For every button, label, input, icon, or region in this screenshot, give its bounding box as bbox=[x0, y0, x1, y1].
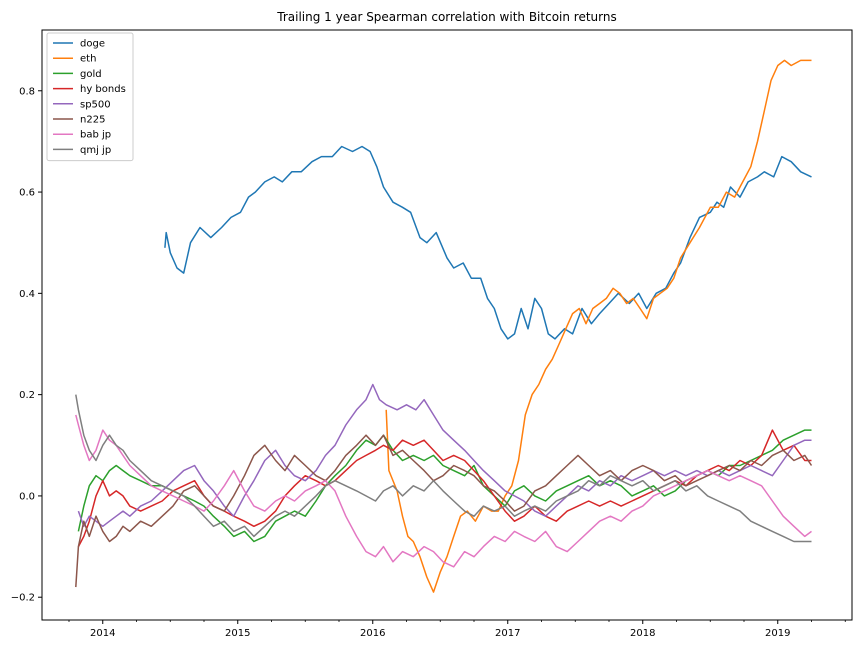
y-tick-label: 0.8 bbox=[19, 86, 35, 97]
legend: doge eth gold hy bonds sp500 n225 bab jp qmj jp bbox=[46, 32, 134, 162]
x-tick-label: 2015 bbox=[225, 628, 250, 639]
legend-box bbox=[46, 32, 134, 162]
series-line-qmj-jp bbox=[75, 394, 812, 543]
series-line-doge bbox=[164, 145, 812, 340]
y-tick-label: 0.2 bbox=[19, 390, 35, 401]
chart-title: Trailing 1 year Spearman correlation wit… bbox=[276, 10, 616, 24]
series-line-sp500 bbox=[77, 383, 812, 528]
legend-label: eth bbox=[80, 54, 96, 65]
series-line-gold bbox=[77, 429, 812, 543]
y-tick-label: 0.0 bbox=[19, 491, 35, 502]
legend-label: hy bonds bbox=[80, 84, 126, 95]
plot-frame bbox=[41, 29, 853, 621]
x-tick-label: 2016 bbox=[360, 628, 385, 639]
legend-label: doge bbox=[80, 39, 105, 50]
series-lines bbox=[75, 59, 813, 593]
series-line-bab-jp bbox=[75, 414, 812, 568]
legend-label: sp500 bbox=[80, 99, 111, 110]
legend-label: bab jp bbox=[80, 130, 111, 141]
x-tick-label: 2017 bbox=[495, 628, 520, 639]
y-tick-label: 0.4 bbox=[19, 289, 35, 300]
y-tick-label: −0.2 bbox=[11, 593, 35, 604]
x-tick-label: 2018 bbox=[630, 628, 655, 639]
x-axis: 2014 2015 2016 2017 2018 2019 bbox=[68, 620, 846, 639]
legend-label: n225 bbox=[80, 115, 105, 126]
legend-label: qmj jp bbox=[80, 145, 111, 156]
y-tick-label: 0.6 bbox=[19, 188, 35, 199]
series-line-eth bbox=[385, 59, 812, 593]
series-line-n225 bbox=[75, 434, 813, 588]
x-tick-label: 2014 bbox=[90, 628, 115, 639]
legend-label: gold bbox=[80, 69, 102, 80]
y-axis: −0.2 0.0 0.2 0.4 0.6 0.8 bbox=[11, 86, 42, 604]
x-tick-label: 2019 bbox=[765, 628, 790, 639]
series-line-hy-bonds bbox=[77, 429, 812, 547]
